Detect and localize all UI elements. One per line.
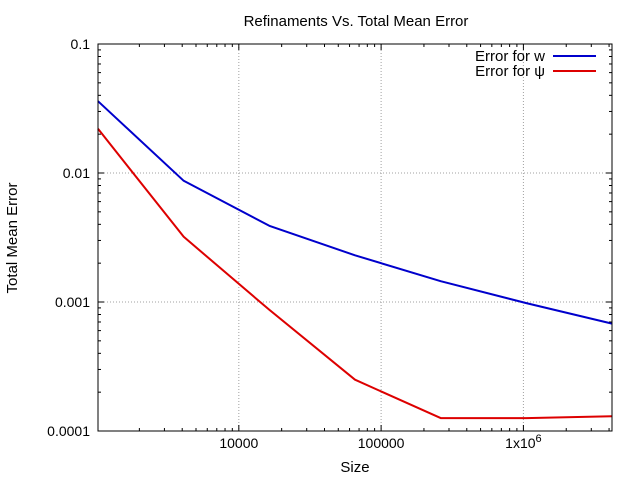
series-line-1 bbox=[97, 128, 613, 420]
y-axis-label: Total Mean Error bbox=[4, 183, 21, 294]
series-line-0 bbox=[97, 100, 613, 325]
x-tick-label: 1x106 bbox=[505, 433, 541, 451]
x-tick-superscript: 6 bbox=[536, 433, 542, 445]
legend-label: Error for w bbox=[475, 48, 545, 65]
legend-label: Error for ψ bbox=[475, 63, 545, 80]
chart-title: Refinaments Vs. Total Mean Error bbox=[244, 13, 469, 30]
x-axis-label: Size bbox=[340, 459, 369, 476]
axis-ticks: 10000 100000 1x106 0.1 0.01 0.001 0.0001 bbox=[47, 36, 612, 451]
y-tick-label: 0.001 bbox=[55, 294, 90, 310]
series-lines bbox=[97, 100, 613, 420]
x-tick-label: 100000 bbox=[358, 435, 405, 451]
y-tick-label: 0.0001 bbox=[47, 423, 90, 439]
y-tick-label: 0.1 bbox=[71, 36, 91, 52]
x-tick-label: 10000 bbox=[219, 435, 258, 451]
plot-frame bbox=[97, 43, 613, 432]
y-tick-label: 0.01 bbox=[63, 165, 90, 181]
